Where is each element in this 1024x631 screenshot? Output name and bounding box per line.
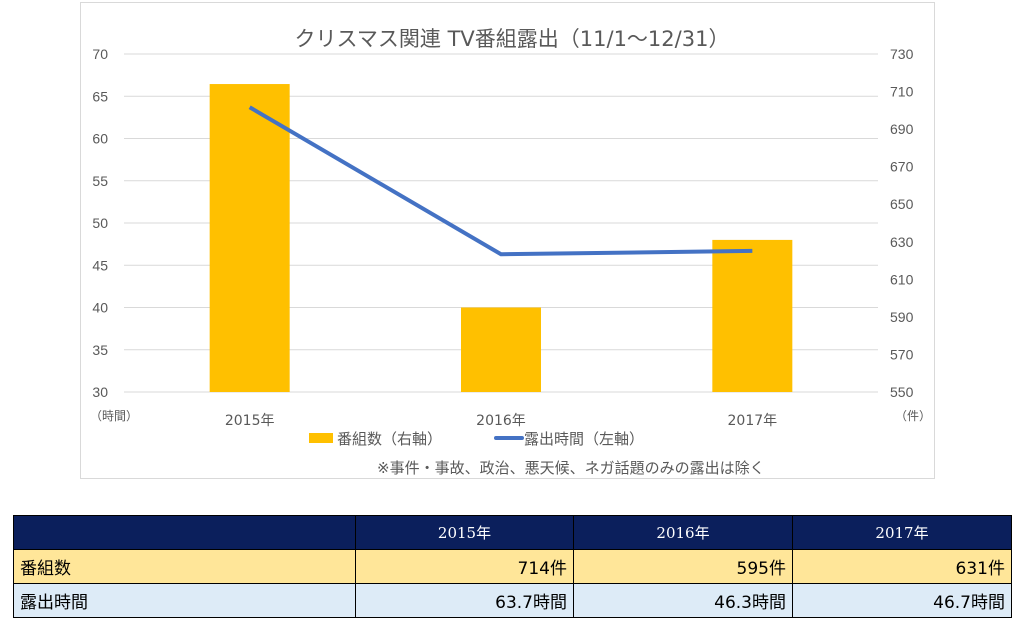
cell: 63.7時間 [355,583,574,618]
row-label: 露出時間 [13,583,356,618]
header-cell [13,515,356,550]
left-tick-label: 60 [92,131,108,147]
bar [712,239,793,392]
right-tick-label: 730 [890,46,914,62]
right-tick-label: 630 [890,234,914,250]
table-row: 番組数 714件 595件 631件 [13,549,1012,584]
summary-table: 2015年 2016年 2017年 番組数 714件 595件 631件 露出時… [13,515,1012,618]
right-tick-label: 670 [890,159,914,175]
left-tick-label: 65 [92,88,108,104]
left-tick-label: 30 [92,384,108,400]
legend-bar-swatch [309,433,333,443]
right-axis-label: （件） [895,409,931,423]
header-cell: 2017年 [792,515,1012,550]
cell: 595件 [573,549,793,584]
row-label: 番組数 [13,549,356,584]
header-cell: 2016年 [573,515,793,550]
right-tick-label: 590 [890,309,914,325]
x-tick-label: 2016年 [476,413,526,429]
right-tick-label: 550 [890,384,914,400]
right-tick-label: 690 [890,121,914,137]
left-tick-label: 70 [92,46,108,62]
right-tick-label: 710 [890,84,914,100]
combo-chart: 30 35 40 45 50 55 60 65 70 550 570 590 610 630 650 670 6… [90,27,931,477]
legend-bar-label: 番組数（右軸） [337,430,442,448]
x-tick-label: 2017年 [728,413,778,429]
right-tick-label: 610 [890,271,914,287]
cell: 46.3時間 [573,583,793,618]
chart-note: ※事件・事故、政治、悪天候、ネガ話題のみの露出は除く [377,459,765,477]
left-axis-label: （時間） [90,409,138,423]
cell: 714件 [355,549,574,584]
x-tick-label: 2015年 [225,413,275,429]
bar [209,84,290,393]
table-header-row: 2015年 2016年 2017年 [13,515,1012,550]
left-tick-label: 50 [92,215,108,231]
cell: 46.7時間 [792,583,1012,618]
header-cell: 2015年 [355,515,574,550]
left-tick-label: 40 [92,300,108,316]
chart-frame [80,2,935,479]
bar [461,307,541,392]
left-tick-label: 35 [92,342,108,358]
left-tick-label: 45 [92,257,108,273]
chart-title: クリスマス関連 TV番組露出（11/1～12/31） [295,27,730,51]
left-tick-label: 55 [92,173,108,189]
cell: 631件 [792,549,1012,584]
right-tick-label: 650 [890,196,914,212]
legend-line-label: 露出時間（左軸） [524,430,644,448]
table-row: 露出時間 63.7時間 46.3時間 46.7時間 [13,583,1012,618]
right-tick-label: 570 [890,346,914,362]
